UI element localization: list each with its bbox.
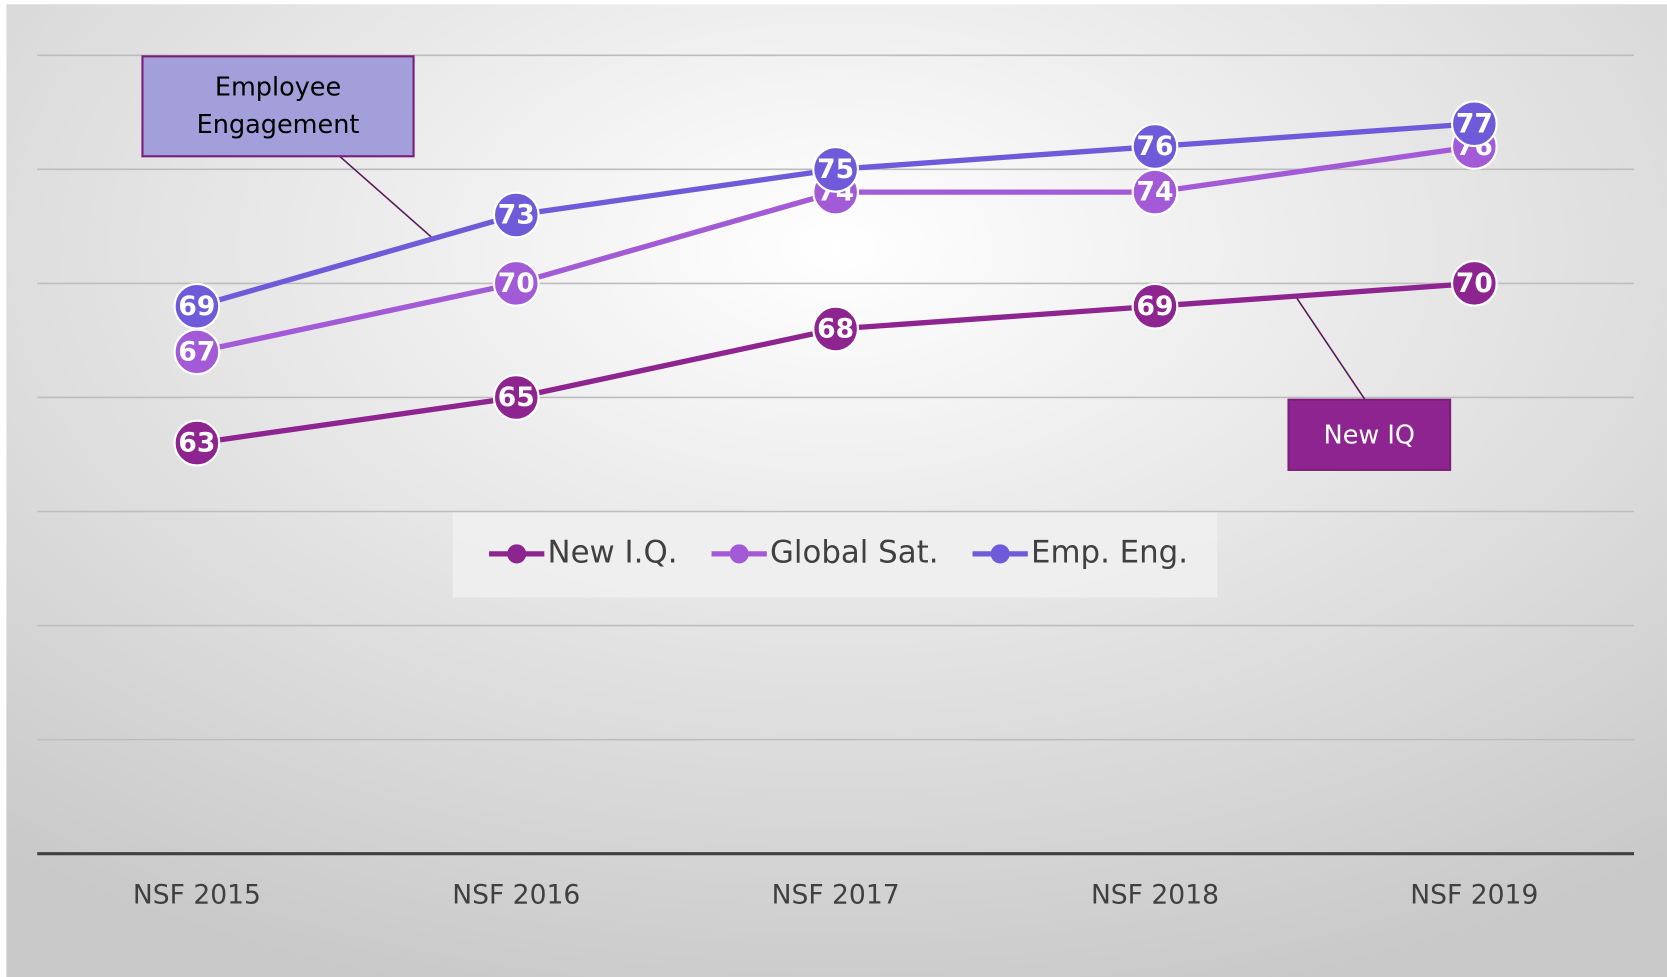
data-point [492,260,540,307]
data-label: 68 [817,314,854,345]
annotation-box [141,55,415,158]
data-point [492,191,540,239]
data-point [173,419,221,467]
data-point [1450,260,1498,307]
data-point [173,282,221,330]
legend-box [452,512,1218,598]
annotation-leader [1294,295,1370,407]
data-label: 73 [498,200,535,231]
data-label: 70 [1456,268,1493,299]
data-label: 63 [178,428,215,459]
annotation-text: Employee Engagement [196,72,360,140]
data-label: 70 [498,268,535,299]
x-tick-label: NSF 2016 [452,880,580,911]
legend-label: New I.Q. [548,534,678,570]
data-label: 76 [1137,131,1174,162]
data-point [812,305,860,353]
legend-marker [729,544,749,564]
data-label: 74 [1137,177,1174,208]
x-tick-label: NSF 2017 [772,880,900,911]
data-label: 77 [1456,108,1493,139]
legend-label: Global Sat. [770,534,939,570]
legend-marker [507,544,527,564]
annotation: New IQ [1323,419,1415,450]
data-point [1131,123,1179,170]
x-tick-label: NSF 2015 [133,880,261,911]
data-label: 65 [498,382,535,413]
data-label: 69 [178,291,215,322]
annotation-leader [335,152,434,240]
x-tick-label: NSF 2019 [1410,880,1538,911]
annotation: Employee Engagement [196,72,360,140]
data-label: 69 [1137,291,1174,322]
data-point [1450,100,1498,148]
data-point [492,374,540,421]
annotation-box [1287,398,1452,471]
data-point [812,145,860,193]
data-label: 75 [817,154,854,185]
annotation-text: New IQ [1323,419,1415,450]
legend-marker [990,544,1010,564]
data-point [1131,282,1179,330]
x-tick-label: NSF 2018 [1091,880,1219,911]
legend-label: Emp. Eng. [1031,534,1188,570]
data-label: 67 [178,336,215,367]
legend: New I.Q. Global Sat. Emp. Eng. [489,534,1188,570]
